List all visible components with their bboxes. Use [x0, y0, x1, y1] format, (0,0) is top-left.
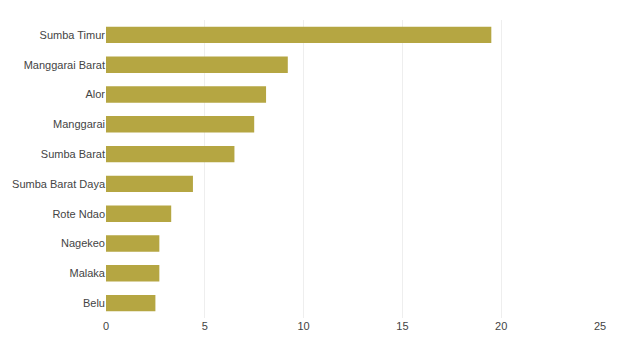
- svg-text:5: 5: [202, 320, 208, 332]
- svg-text:Malaka: Malaka: [70, 267, 106, 279]
- svg-text:Nagekeo: Nagekeo: [61, 237, 105, 249]
- svg-text:0: 0: [103, 320, 109, 332]
- svg-text:15: 15: [396, 320, 408, 332]
- svg-text:10: 10: [297, 320, 309, 332]
- svg-text:Sumba Timur: Sumba Timur: [40, 29, 106, 41]
- svg-text:Rote Ndao: Rote Ndao: [52, 208, 105, 220]
- svg-text:Manggarai Barat: Manggarai Barat: [24, 59, 105, 71]
- svg-text:25: 25: [594, 320, 606, 332]
- svg-text:20: 20: [495, 320, 507, 332]
- svg-text:Belu: Belu: [83, 297, 105, 309]
- svg-text:Manggarai: Manggarai: [53, 118, 105, 130]
- svg-text:Alor: Alor: [85, 88, 105, 100]
- svg-text:Sumba Barat Daya: Sumba Barat Daya: [12, 178, 106, 190]
- svg-text:Sumba Barat: Sumba Barat: [41, 148, 105, 160]
